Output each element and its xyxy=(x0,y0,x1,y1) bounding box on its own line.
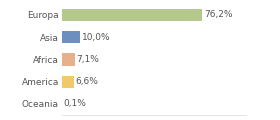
Text: 7,1%: 7,1% xyxy=(76,55,99,64)
Bar xyxy=(62,53,75,66)
Bar xyxy=(62,31,80,43)
Text: 0,1%: 0,1% xyxy=(63,99,86,108)
Bar xyxy=(62,9,202,21)
Bar xyxy=(62,76,74,88)
Text: 6,6%: 6,6% xyxy=(75,77,98,86)
Text: 10,0%: 10,0% xyxy=(81,33,110,42)
Text: 76,2%: 76,2% xyxy=(204,10,232,19)
